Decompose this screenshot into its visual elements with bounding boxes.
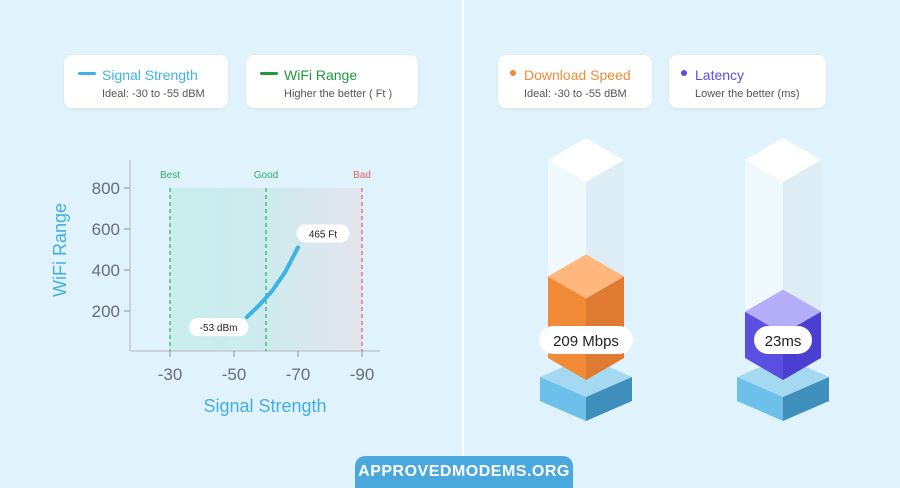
divider [462, 0, 464, 488]
tower-base-left [540, 377, 586, 421]
brand-banner: APPROVEDMODEMS.ORG [355, 456, 573, 488]
tower-0: 209 Mbps [539, 138, 633, 421]
value-pill [539, 326, 633, 354]
fill-top [745, 289, 821, 334]
legend-title: Download Speed [524, 67, 631, 83]
x-tick-label: -70 [286, 365, 311, 384]
legend-title: Signal Strength [102, 67, 198, 83]
line-marker-icon [260, 72, 278, 75]
legend-signal-strength: Signal Strength Ideal: -30 to -55 dBM [64, 55, 228, 108]
y-axis-label: WiFi Range [50, 203, 70, 297]
x-tick-label: -50 [222, 365, 247, 384]
annotation-pill [188, 318, 249, 337]
value-label: 23ms [765, 333, 802, 350]
annotation-pill [296, 224, 350, 243]
line-marker-icon [78, 72, 96, 75]
value-label: 209 Mbps [553, 333, 619, 350]
legend-subtitle: Higher the better ( Ft ) [284, 88, 393, 100]
y-tick-label: 200 [92, 302, 120, 321]
annotation-label: -53 dBm [200, 323, 238, 334]
dot-marker-icon [681, 70, 687, 76]
tower-cap [548, 138, 624, 182]
signal-range-curve [244, 245, 300, 320]
tower-1: 23ms [737, 138, 829, 421]
x-axis-label: Signal Strength [203, 396, 326, 416]
tower-base-left [737, 377, 783, 421]
x-tick-label: -90 [350, 365, 375, 384]
legend-title: Latency [695, 67, 745, 83]
dot-marker-icon [510, 70, 516, 76]
y-tick-label: 800 [92, 179, 120, 198]
x-tick-label: -30 [158, 365, 183, 384]
legend-latency: Latency Lower the better (ms) [669, 55, 826, 108]
zone-label: Best [160, 170, 180, 181]
zone-label: Bad [353, 170, 371, 181]
legend-download-speed: Download Speed Ideal: -30 to -55 dBM [498, 55, 652, 108]
value-pill [754, 326, 812, 354]
legend-subtitle: Ideal: -30 to -55 dBM [524, 88, 627, 100]
annotation-label: 465 Ft [309, 229, 338, 240]
tower-cap [745, 138, 821, 182]
zone-label: Good [254, 170, 278, 181]
tower-base-right [783, 377, 829, 421]
legend-subtitle: Ideal: -30 to -55 dBM [102, 88, 205, 100]
tower-base-right [586, 377, 632, 421]
y-tick-label: 400 [92, 261, 120, 280]
y-tick-label: 600 [92, 220, 120, 239]
fill-top [548, 254, 624, 299]
legend-wifi-range: WiFi Range Higher the better ( Ft ) [246, 55, 418, 108]
legend-title: WiFi Range [284, 67, 358, 83]
legend-subtitle: Lower the better (ms) [695, 88, 800, 100]
